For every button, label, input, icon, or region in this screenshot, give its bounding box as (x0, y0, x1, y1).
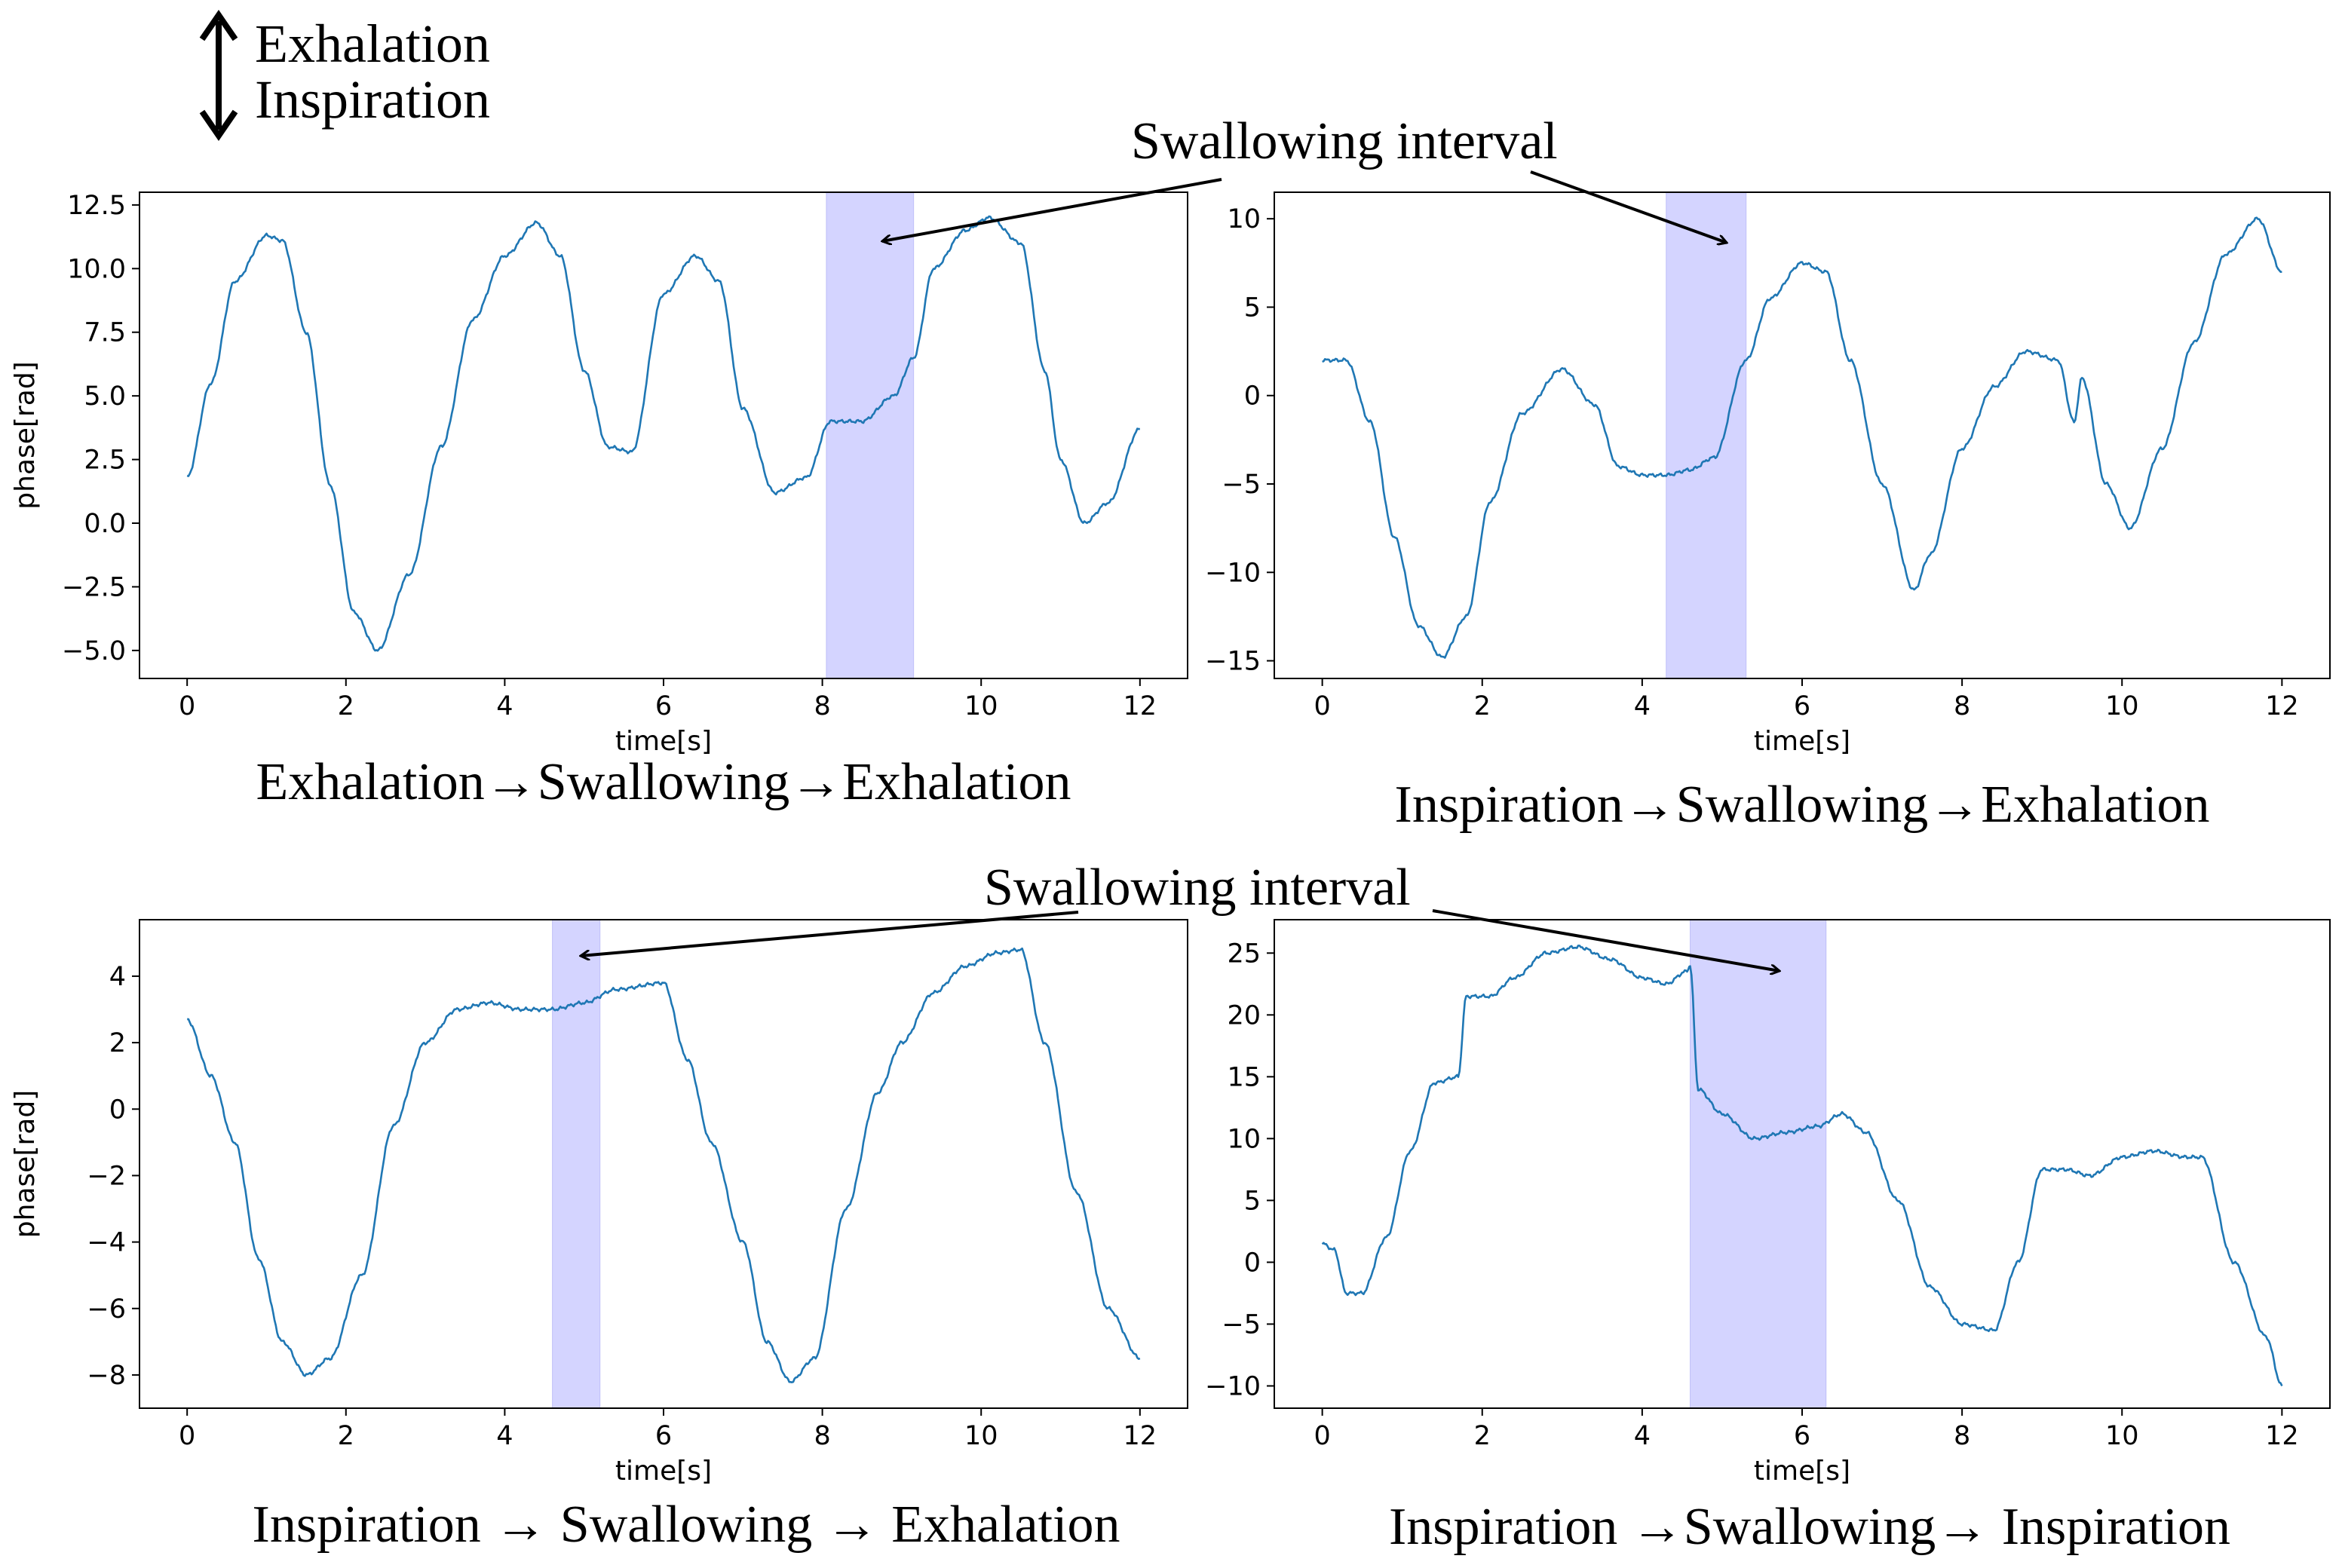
x-tick-label: 2 (338, 691, 354, 721)
x-tick-label: 6 (655, 1421, 672, 1451)
chart-panel-top-left: 0 2 4 6 8 10 12 −5.0 −2.5 0.0 2.5 5.0 7.5 10.0 12.5 tim… (10, 191, 1188, 757)
series-line-phase (1322, 216, 2282, 659)
legend-exhalation-label: Exhalation (255, 14, 490, 74)
x-tick-label: 2 (1474, 691, 1491, 721)
x-tick-label: 2 (338, 1421, 354, 1451)
x-tick-label: 12 (1123, 691, 1157, 721)
axes-frame (1274, 191, 2331, 679)
legend-inspiration-label: Inspiration (255, 69, 490, 130)
x-tick-label: 8 (814, 1421, 830, 1451)
caption-top-left: Exhalation→Swallowing→Exhalation (256, 753, 1071, 811)
annotation-bottom-label: Swallowing interval (984, 859, 1411, 917)
y-tick-label: 10 (1227, 1124, 1261, 1154)
x-tick-label: 4 (1634, 1421, 1651, 1451)
y-tick-label: −2.5 (62, 572, 126, 602)
x-tick-label: 10 (964, 1421, 998, 1451)
annotation-bottom-arrow-right (1432, 909, 1779, 971)
x-tick-label: 0 (179, 691, 195, 721)
x-tick-label: 6 (655, 691, 672, 721)
x-tick-label: 12 (2265, 691, 2299, 721)
caption-bottom-right: Inspiration →Swallowing→ Inspiration (1389, 1498, 2230, 1556)
y-tick-label: −8 (87, 1361, 126, 1391)
x-tick-label: 6 (1794, 691, 1810, 721)
y-tick-label: 10 (1227, 204, 1261, 234)
axes-frame (139, 919, 1188, 1409)
caption-top-right: Inspiration→Swallowing→Exhalation (1395, 776, 2210, 834)
y-tick-label: −4 (87, 1228, 126, 1258)
y-tick-label: 4 (109, 962, 126, 992)
x-tick-label: 12 (2265, 1421, 2299, 1451)
y-tick-label: 5 (1244, 292, 1261, 323)
x-tick-label: 4 (496, 691, 513, 721)
chart-panel-top-right: 0 2 4 6 8 10 12 −15 −10 −5 0 5 10 time[s] (1205, 191, 2331, 757)
y-tick-label: 7.5 (84, 318, 126, 348)
y-tick-label: −10 (1205, 558, 1261, 588)
y-tick-label: −5 (1222, 1309, 1261, 1340)
y-tick-label: 5 (1244, 1186, 1261, 1216)
y-tick-label: 10.0 (67, 254, 126, 284)
chart-panel-bottom-right: 0 2 4 6 8 10 12 −10 −5 0 5 10 15 20 25 time[s] (1205, 919, 2331, 1487)
x-tick-label: 0 (1314, 1421, 1330, 1451)
y-tick-label: −6 (87, 1294, 126, 1325)
swallowing-interval-span (552, 919, 601, 1409)
axes-frame (139, 191, 1188, 679)
series-line-phase (186, 215, 1140, 652)
y-tick-label: 2.5 (84, 446, 126, 476)
y-tick-label: 12.5 (67, 191, 126, 221)
y-tick-label: 0 (1244, 1248, 1261, 1278)
y-tick-label: −2 (87, 1161, 126, 1191)
y-tick-label: −15 (1205, 647, 1261, 677)
x-tick-label: 8 (1954, 691, 1970, 721)
annotation-bottom-arrow-left (581, 911, 1079, 956)
y-tick-label: 15 (1227, 1062, 1261, 1092)
x-tick-label: 6 (1794, 1421, 1810, 1451)
x-tick-label: 4 (496, 1421, 513, 1451)
y-axis-label: phase[rad] (10, 1090, 41, 1238)
double-arrow-icon (199, 9, 238, 142)
annotation-top-arrow-right (1530, 170, 1727, 243)
x-axis-label: time[s] (1754, 1456, 1850, 1487)
x-tick-label: 0 (1314, 691, 1330, 721)
y-tick-label: 2 (109, 1028, 126, 1058)
swallowing-interval-span (826, 191, 915, 679)
y-tick-label: 0.0 (84, 509, 126, 539)
annotation-top-arrow-left (882, 178, 1222, 241)
series-line-phase (187, 947, 1141, 1383)
y-tick-label: 25 (1227, 939, 1261, 969)
y-tick-label: −10 (1205, 1371, 1261, 1401)
x-tick-label: 12 (1123, 1421, 1157, 1451)
x-tick-label: 10 (2105, 1421, 2139, 1451)
x-tick-label: 8 (1954, 1421, 1970, 1451)
y-tick-label: −5 (1222, 470, 1261, 500)
x-axis-label: time[s] (615, 726, 712, 757)
annotation-top-label: Swallowing interval (1131, 112, 1558, 170)
swallowing-interval-span (1690, 919, 1827, 1409)
swallowing-interval-span (1666, 191, 1747, 679)
y-tick-label: 20 (1227, 1000, 1261, 1031)
legend: Exhalation Inspiration (199, 9, 490, 142)
chart-panel-bottom-left: 0 2 4 6 8 10 12 −8 −6 −4 −2 0 2 4 time[s] phase[rad] (10, 919, 1188, 1487)
x-axis-label: time[s] (1754, 726, 1850, 757)
y-tick-label: −5.0 (62, 636, 126, 666)
caption-bottom-left: Inspiration → Swallowing → Exhalation (253, 1496, 1120, 1554)
x-tick-label: 10 (964, 691, 998, 721)
x-tick-label: 2 (1474, 1421, 1491, 1451)
y-tick-label: 5.0 (84, 381, 126, 412)
x-tick-label: 8 (814, 691, 830, 721)
y-axis-label: phase[rad] (10, 361, 41, 509)
annotation-top: Swallowing interval (882, 112, 1727, 243)
x-tick-label: 4 (1634, 691, 1651, 721)
x-tick-label: 0 (179, 1421, 195, 1451)
series-line-phase (1321, 945, 2283, 1387)
annotation-bottom: Swallowing interval (581, 859, 1779, 971)
y-tick-label: 0 (109, 1095, 126, 1125)
x-axis-label: time[s] (615, 1456, 712, 1487)
y-tick-label: 0 (1244, 381, 1261, 412)
x-tick-label: 10 (2105, 691, 2139, 721)
